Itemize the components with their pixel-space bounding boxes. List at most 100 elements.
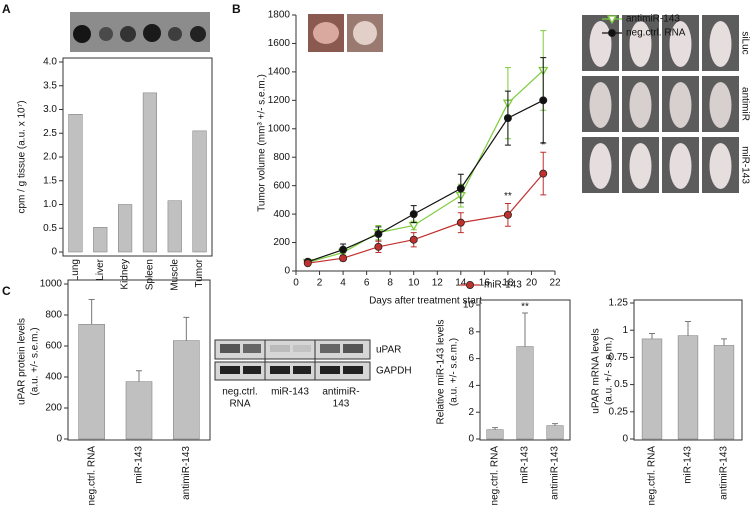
marker: [374, 230, 383, 239]
lane-label: RNA: [229, 399, 250, 410]
x-tick-label: Kidney: [120, 259, 131, 290]
y-tick-label: 0.5: [43, 223, 57, 234]
y-tick-label: 400: [45, 372, 62, 383]
row-label: antimiR: [739, 87, 750, 121]
bar: [142, 92, 157, 253]
y-tick-label: 400: [273, 209, 290, 220]
x-tick-label: 16: [479, 278, 491, 289]
y-tick-label: 6: [468, 353, 474, 364]
y-tick-label: 600: [45, 341, 62, 352]
x-tick-label: 4: [340, 278, 346, 289]
y-tick-label: 2.5: [43, 128, 57, 139]
annotation: **: [504, 191, 512, 202]
bar: [68, 114, 83, 253]
y-tick-label: 1200: [268, 95, 291, 106]
marker: [503, 114, 512, 123]
y-tick-label: 800: [273, 152, 290, 163]
y-tick-label: 0: [51, 247, 57, 258]
annotation: **: [521, 302, 529, 313]
legend-label: antimiR-143: [626, 14, 680, 25]
error-bar: [88, 299, 95, 325]
y-tick-label: 0.5: [614, 379, 628, 390]
y-tick-label: 8: [468, 326, 474, 337]
annotation: *: [541, 140, 545, 151]
marker: [606, 15, 618, 25]
x-tick-label: Liver: [95, 258, 106, 280]
x-tick-label: 6: [364, 278, 370, 289]
y-tick-label: 4: [468, 380, 474, 391]
x-tick-label: 12: [432, 278, 444, 289]
x-tick-label: Spleen: [145, 259, 156, 290]
marker: [374, 242, 383, 251]
y-axis-label: (a.u. +/- s.e.m.): [30, 327, 41, 395]
x-tick-label: Lung: [70, 259, 81, 281]
mouse-photos: siLuc antimiR miR-143: [582, 15, 750, 193]
mouse: [709, 21, 732, 67]
bar: [713, 345, 735, 440]
error-bar: [492, 427, 498, 430]
plot-frame: [633, 299, 743, 441]
x-tick-label: miR-143: [683, 446, 694, 484]
bar: [516, 346, 534, 440]
y-tick-label: 1000: [268, 123, 291, 134]
bar: [192, 130, 207, 253]
legend-label: neg.ctrl. RNA: [626, 28, 686, 39]
x-tick-label: 8: [387, 278, 393, 289]
marker: [339, 254, 348, 263]
x-axis-label: Days after treatment start: [369, 296, 482, 307]
bar: [641, 338, 663, 440]
error-bar: [552, 423, 558, 426]
y-tick-label: 1.25: [609, 298, 629, 309]
x-tick-label: miR-143: [134, 446, 145, 484]
error-bar: [685, 320, 691, 336]
x-tick-label: neg.ctrl. RNA: [490, 446, 501, 506]
marker: [456, 218, 465, 227]
bar: [486, 429, 504, 440]
x-tick-label: 18: [502, 278, 514, 289]
panel-label: A: [2, 2, 11, 16]
y-axis-label: uPAR protein levels: [17, 318, 28, 405]
row-label: miR-143: [739, 146, 750, 184]
x-tick-label: 0: [293, 278, 299, 289]
row-label: siLuc: [739, 31, 750, 54]
x-tick-label: 20: [526, 278, 538, 289]
marker: [539, 169, 548, 178]
marker: [465, 280, 474, 289]
lane-label: miR-143: [271, 387, 309, 398]
mouse: [669, 143, 692, 189]
y-tick-label: 0: [284, 266, 290, 277]
axes: [295, 15, 555, 272]
x-tick-label: 14: [455, 278, 467, 289]
marker: [503, 210, 512, 219]
y-axis-label: Relative miR-143 levels: [436, 319, 447, 424]
band-label: GAPDH: [376, 366, 412, 377]
mouse: [709, 82, 732, 128]
y-tick-label: 1000: [40, 279, 63, 290]
mouse: [629, 82, 652, 128]
marker: [339, 245, 348, 254]
y-tick-label: 200: [273, 237, 290, 248]
y-tick-label: 3.5: [43, 80, 57, 91]
western-blot: uPAR GAPDH: [214, 339, 412, 381]
bar: [677, 335, 699, 440]
bar: [118, 204, 133, 253]
panel-label: B: [232, 2, 241, 16]
x-tick-label: 10: [408, 278, 420, 289]
plot-frame: [479, 299, 571, 441]
y-axis-label: (a.u. +/- s.e.m.): [604, 337, 615, 405]
y-tick-label: 1600: [268, 38, 291, 49]
bar: [546, 425, 564, 440]
plot-frame: [67, 279, 211, 441]
x-tick-label: antimiR-143: [719, 446, 730, 500]
marker: [456, 184, 465, 193]
y-tick-label: 2.0: [43, 152, 57, 163]
panel-label: C: [2, 284, 11, 298]
y-tick-label: 800: [45, 310, 62, 321]
y-tick-label: 1800: [268, 10, 291, 21]
y-tick-label: 1.0: [43, 199, 57, 210]
y-axis-label: cpm / g tissue (a.u. x 10⁷): [17, 100, 28, 213]
y-axis-label: (a.u. +/- s.e.m.): [449, 338, 460, 406]
y-tick-label: 0: [56, 434, 62, 445]
lane-label: 143: [333, 399, 350, 410]
